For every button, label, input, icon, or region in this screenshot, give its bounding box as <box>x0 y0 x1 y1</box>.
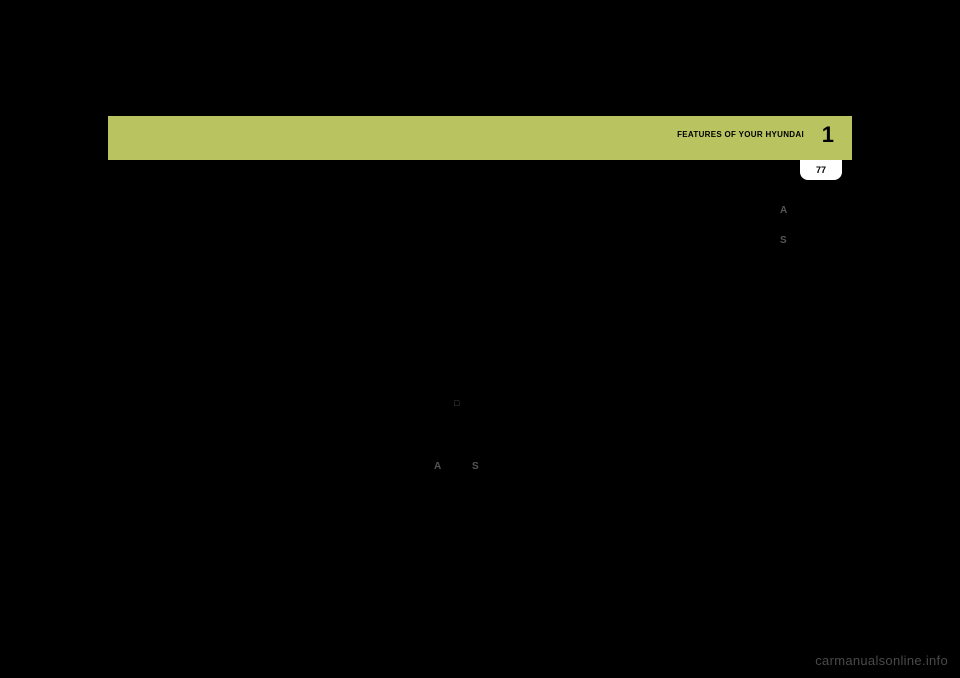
chapter-number: 1 <box>822 122 834 148</box>
manual-page: FEATURES OF YOUR HYUNDAI 1 77 A S □ A S <box>108 116 852 586</box>
page-number-box: 77 <box>800 160 842 180</box>
symbol-box: □ <box>454 398 459 408</box>
page-number: 77 <box>816 165 826 175</box>
watermark: carmanualsonline.info <box>815 653 948 668</box>
symbol-a2: A <box>434 461 441 472</box>
symbol-a: A <box>780 205 787 216</box>
symbol-s: S <box>780 235 787 246</box>
symbol-s2: S <box>472 461 479 472</box>
header-bar: FEATURES OF YOUR HYUNDAI 1 <box>108 116 852 160</box>
section-title: FEATURES OF YOUR HYUNDAI <box>677 130 804 139</box>
